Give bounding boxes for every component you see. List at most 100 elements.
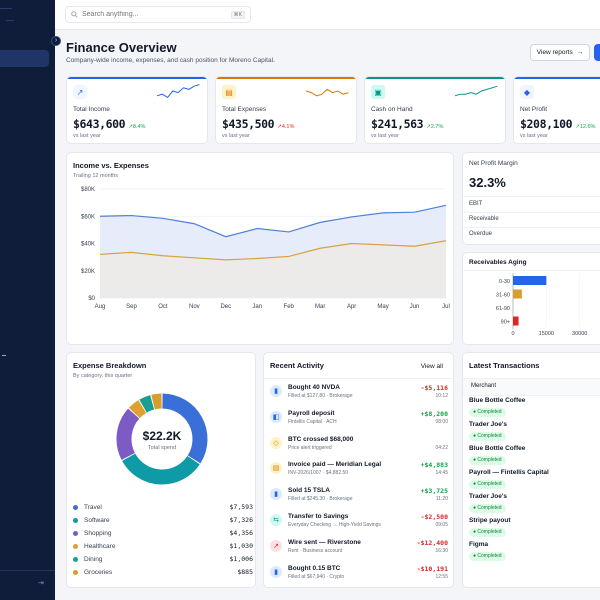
activity-item[interactable]: ◇ BTC crossed $68,000 Price alert triggere…: [270, 434, 448, 458]
view-reports-button[interactable]: View reports →: [530, 44, 590, 61]
activity-time: 14:45: [435, 470, 448, 477]
kpi-card[interactable]: ◆ Net Profit $208,100 ↗12.6% vs last year: [513, 76, 600, 144]
kpi-value-text: $643,600: [73, 117, 126, 131]
sidebar: ⇥: [0, 0, 55, 600]
activity-item[interactable]: ◧ Payroll deposit Fintellis Capital · ACH +…: [270, 408, 448, 432]
divider: [463, 395, 600, 396]
search-box[interactable]: ⌘K: [65, 6, 251, 23]
activity-amount: +$8,200: [420, 409, 448, 418]
sidebar-collapse-icon[interactable]: ›: [51, 36, 61, 46]
activity-title: Wire sent — Riverstone: [288, 538, 361, 546]
legend-name: Dining: [84, 555, 103, 563]
kpi-icon: ▤: [222, 85, 236, 99]
activity-title: Bought 40 NVDA: [288, 384, 340, 391]
donut-total-label: Total spend: [147, 445, 177, 451]
kpi-accent: [67, 77, 207, 79]
view-reports-label: View reports: [536, 49, 573, 56]
donut-slice[interactable]: [122, 453, 200, 485]
chart-subtitle: Trailing 12 months: [73, 173, 119, 179]
activity-subtitle: Everyday Checking → High-Yield Savings: [288, 522, 381, 528]
activity-icon: ◧: [270, 410, 282, 423]
legend-dot: [73, 556, 78, 562]
activity-subtitle: Fintellis Capital · ACH: [288, 418, 337, 425]
search-input[interactable]: [82, 11, 231, 18]
legend-item: Shopping $4,356: [73, 527, 253, 539]
activity-item[interactable]: ▮ Sold 15 TSLA Filled at $245.30 · Brokera…: [270, 485, 448, 509]
transaction-row[interactable]: Figma ● Completed: [469, 541, 599, 565]
kpi-value: $208,100 ↗12.6%: [520, 117, 595, 131]
transaction-merchant: Trader Joe's: [469, 421, 508, 428]
transaction-row[interactable]: Stripe payout ● Completed: [469, 517, 599, 541]
transaction-row[interactable]: Blue Bottle Coffee ● Completed: [469, 445, 599, 469]
transaction-row[interactable]: Trader Joe's ● Completed: [469, 421, 599, 445]
series-area: [100, 240, 446, 298]
transaction-merchant: Payroll — Fintellis Capital: [469, 469, 549, 476]
logout-icon[interactable]: ⇥: [38, 580, 44, 587]
kpi-change-value: 2.7%: [430, 124, 444, 130]
receivable-label: Receivable: [469, 216, 499, 222]
activity-subtitle: Price alert triggered: [288, 444, 332, 451]
sidebar-item-active[interactable]: [0, 50, 49, 67]
legend-amount: $1,030: [229, 542, 253, 550]
transaction-row[interactable]: Trader Joe's ● Completed: [469, 493, 599, 517]
activity-time: 11:20: [435, 496, 448, 503]
net-margin-value: 32.3%: [469, 175, 506, 190]
x-tick-label: Jul: [442, 304, 450, 310]
y-tick-label: $40K: [81, 242, 95, 248]
activity-subtitle: Filled at $67,940 · Crypto: [288, 573, 345, 580]
kpi-change-value: 12.6%: [579, 124, 596, 130]
donut-slice[interactable]: [116, 408, 140, 460]
transaction-merchant: Stripe payout: [469, 517, 511, 524]
net-margin-card: Net Profit Margin 32.3% EBIT Receivable …: [462, 152, 600, 245]
donut-slice[interactable]: [139, 395, 155, 413]
activity-item[interactable]: ⇆ Transfer to Savings Everyday Checking → …: [270, 511, 448, 535]
sidebar-user[interactable]: ⇥: [0, 570, 55, 600]
kpi-card[interactable]: ▤ Total Expenses $435,500 ↗4.1% vs last year: [215, 76, 357, 144]
activity-icon: ⇆: [270, 514, 282, 526]
activity-subtitle: INV-2026/1007 · $4,882.50: [288, 470, 349, 477]
activity-title: Recent Activity: [270, 361, 324, 370]
y-tick-label: $80K: [81, 187, 95, 193]
donut-slice[interactable]: [128, 400, 147, 419]
kpi-change: ↗8.4%: [128, 124, 145, 130]
activity-title: BTC crossed $68,000: [288, 435, 354, 443]
aging-bar[interactable]: [513, 289, 522, 299]
transaction-merchant: Trader Joe's: [469, 493, 508, 500]
kpi-card[interactable]: ▣ Cash on Hand $241,563 ↗2.7% vs last year: [364, 76, 506, 144]
status-badge: ● Completed: [469, 552, 506, 561]
legend-item: Groceries $885: [73, 566, 253, 578]
activity-time: 12:55: [435, 573, 448, 580]
activity-time: 09:05: [435, 522, 448, 528]
kpi-comparison: vs last year: [371, 133, 399, 139]
transaction-row[interactable]: Blue Bottle Coffee ● Completed: [469, 397, 599, 421]
legend-name: Healthcare: [84, 542, 116, 550]
view-all-link[interactable]: View all: [420, 363, 443, 370]
recent-activity-card: Recent Activity View all ▮ Bought 40 NVDA…: [263, 352, 454, 588]
transaction-row[interactable]: Payroll — Fintellis Capital ● Completed: [469, 469, 599, 493]
expense-title: Expense Breakdown: [73, 361, 147, 370]
activity-item[interactable]: ▮ Bought 40 NVDA Filled at $127.80 · Broke…: [270, 382, 448, 406]
income-expenses-card: Income vs. Expenses Trailing 12 months $…: [66, 152, 454, 345]
donut-slice[interactable]: [161, 393, 208, 464]
aging-bar[interactable]: [513, 276, 547, 285]
page-subtitle: Company-wide income, expenses, and cash …: [66, 57, 275, 64]
transaction-merchant: Blue Bottle Coffee: [469, 445, 526, 452]
kpi-card[interactable]: ↗ Total Income $643,600 ↗8.4% vs last year: [66, 76, 208, 144]
status-badge: ● Completed: [469, 432, 506, 441]
primary-action-button[interactable]: [594, 44, 600, 61]
activity-item[interactable]: ↗ Wire sent — Riverstone Rent · Business a…: [270, 537, 448, 561]
status-badge: ● Completed: [469, 408, 506, 417]
x-tick-label: Jun: [410, 304, 420, 310]
donut-total: $22.2K: [142, 429, 182, 443]
legend-name: Groceries: [84, 568, 113, 576]
activity-item[interactable]: ▤ Invoice paid — Meridian Legal INV-2026/1…: [270, 459, 448, 483]
x-tick-label: Sep: [126, 304, 137, 310]
activity-icon: ▮: [270, 488, 282, 501]
kpi-icon: ▣: [371, 85, 385, 99]
activity-icon: ▮: [270, 385, 282, 397]
aging-bar[interactable]: [513, 316, 519, 326]
donut-slice[interactable]: [151, 393, 162, 410]
activity-item[interactable]: ▮ Bought 0.15 BTC Filled at $67,940 · Cryp…: [270, 563, 448, 587]
legend-dot: [73, 543, 78, 549]
sparkline: [455, 85, 498, 97]
